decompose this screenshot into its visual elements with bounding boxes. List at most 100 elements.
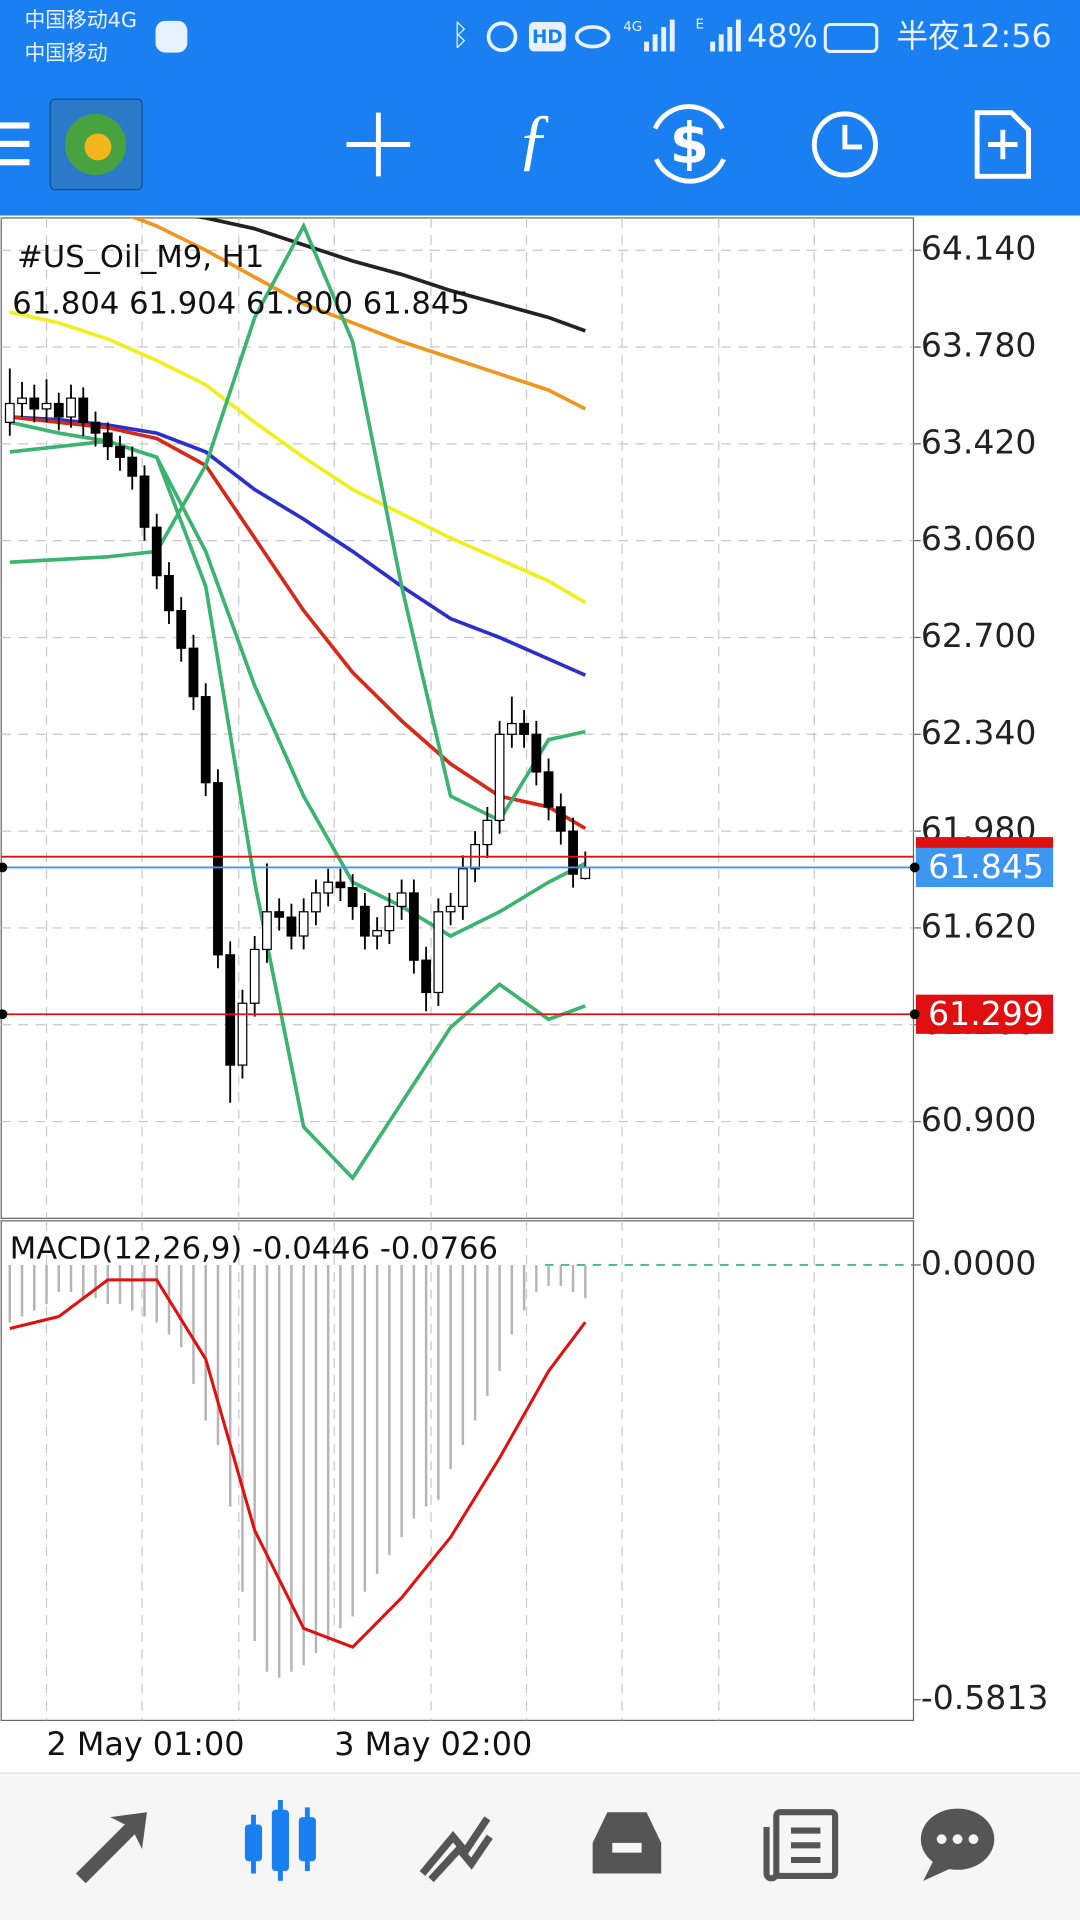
symbol-title: #US_Oil_M9, H1: [17, 240, 264, 275]
crosshair-button[interactable]: [346, 112, 411, 177]
chat-tab[interactable]: [920, 1808, 995, 1881]
price-label: 61.299: [928, 994, 1044, 1033]
candle-body: [102, 432, 113, 448]
candle-body: [568, 830, 578, 875]
candle-body: [445, 905, 456, 913]
y-tick-label: 64.140: [921, 229, 1037, 268]
candle-body: [421, 959, 432, 994]
candle-body: [274, 911, 285, 918]
candle-body: [372, 930, 383, 937]
candle-body: [200, 696, 211, 784]
price-line-handle: [909, 1009, 920, 1020]
y-tick-label: 61.620: [921, 906, 1037, 945]
ohlc-label: 61.804 61.904 61.800 61.845: [12, 286, 470, 321]
new-order-button[interactable]: [974, 110, 1032, 179]
candle-body: [506, 722, 517, 735]
candle-body: [262, 911, 272, 951]
period-button[interactable]: [811, 111, 878, 178]
candle-body: [78, 397, 89, 423]
candle-body: [164, 575, 174, 612]
indicator-line: [130, 217, 587, 411]
bottom-nav: [0, 1773, 1080, 1920]
candle-body: [384, 905, 395, 932]
candle-body: [396, 892, 407, 908]
price-panel: [0, 217, 915, 1219]
candle-body: [237, 1002, 248, 1066]
y-tick-label: 60.900: [921, 1100, 1037, 1139]
candle-body: [457, 868, 468, 908]
candle-body: [151, 526, 162, 577]
chart-layer: 64.14063.78063.42063.06062.70062.34061.9…: [0, 217, 1054, 1763]
clock: 半夜12:56: [896, 17, 1051, 55]
y-tick-label: 62.340: [921, 713, 1037, 752]
candle-body: [311, 892, 321, 913]
carrier: 中国移动4G: [24, 8, 137, 32]
candle-body: [531, 733, 542, 773]
hd-text: HD: [532, 27, 563, 48]
price-line-handle: [909, 862, 920, 873]
candle-body: [335, 881, 346, 889]
candle-body: [29, 397, 40, 410]
candle-body: [286, 916, 297, 937]
app-notification-icon: [155, 20, 188, 53]
trade-button-arrows: [652, 104, 726, 184]
carrier: 中国移动: [24, 41, 107, 65]
candle-body: [225, 954, 236, 1066]
y-tick-label: 0.0000: [921, 1243, 1037, 1282]
app-logo-art: [84, 133, 112, 161]
y-tick-label: -0.5813: [921, 1678, 1049, 1717]
y-tick-label: 63.780: [921, 326, 1037, 365]
candle-body: [580, 866, 591, 880]
candle-body: [298, 911, 309, 937]
price-label-box: [915, 847, 1054, 888]
macd-panel: [0, 1220, 915, 1722]
price-line-handle: [0, 862, 8, 873]
candle-body: [433, 911, 444, 994]
macd-title: MACD(12,26,9) -0.0446 -0.0766: [10, 1232, 498, 1267]
candle-body: [176, 609, 187, 649]
signal-line: [9, 1278, 587, 1649]
indicators-button[interactable]: ƒ: [517, 100, 551, 176]
indicator-line: [194, 217, 586, 333]
candle-body: [90, 421, 101, 434]
candle-body: [17, 397, 27, 405]
price-label-box: [915, 994, 1054, 1034]
candle-body: [408, 892, 419, 961]
battery-icon: [823, 22, 879, 53]
trade-tab[interactable]: [419, 1816, 493, 1883]
network-type: 4G: [623, 20, 642, 35]
menu-button[interactable]: [0, 122, 30, 166]
candle-body: [360, 905, 370, 937]
trade-button[interactable]: $: [670, 112, 709, 177]
history-tab[interactable]: [592, 1812, 662, 1874]
candle-body: [347, 886, 358, 908]
candle-body: [213, 782, 223, 956]
y-tick-label: 63.420: [921, 422, 1037, 461]
candle-body: [249, 948, 260, 1004]
candle-body: [41, 402, 52, 410]
y-tick-label: 63.060: [921, 519, 1037, 558]
candle-body: [66, 397, 76, 418]
y-tick-label: 62.700: [921, 616, 1037, 655]
battery-percent: 48%: [747, 17, 818, 55]
candle-body: [188, 647, 199, 698]
indicator-line: [9, 310, 587, 605]
quotes-tab[interactable]: [75, 1812, 147, 1884]
eye-icon: [574, 25, 611, 49]
hd-badge: [528, 22, 566, 52]
news-tab[interactable]: [763, 1809, 839, 1882]
candle-body: [323, 881, 334, 894]
macd-layer: [8, 1264, 587, 1678]
alarm-icon: [486, 21, 518, 53]
bluetooth-icon: ᛒ: [452, 18, 470, 52]
price-line-handle: [0, 1009, 8, 1020]
candle-body: [115, 445, 125, 458]
candle-body: [482, 819, 493, 846]
price-label: 61.845: [928, 847, 1044, 886]
signal-icon: [710, 19, 741, 52]
signal-icon: [644, 19, 675, 52]
candle-body: [127, 456, 138, 477]
chart-tab[interactable]: [244, 1800, 316, 1881]
